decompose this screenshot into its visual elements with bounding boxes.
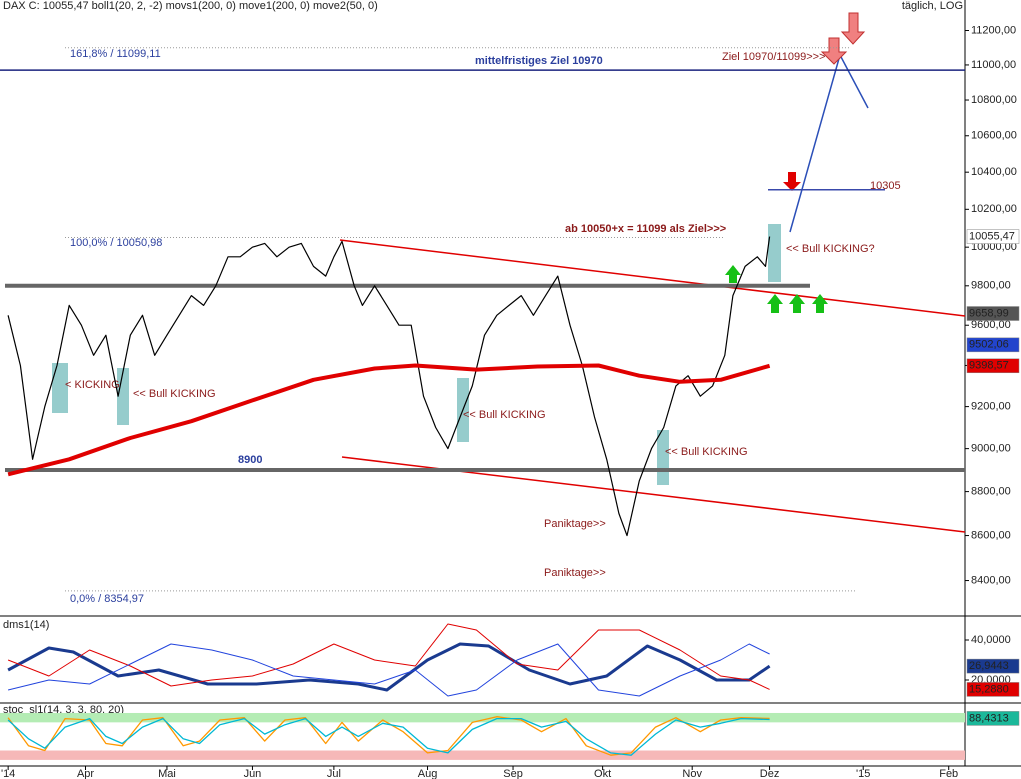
value-tag <box>966 229 1020 244</box>
y-tick-label: 8600,00 <box>971 529 1011 541</box>
zone <box>0 712 965 723</box>
annotation: 8900 <box>238 454 262 466</box>
x-tick-label: Apr <box>77 768 94 779</box>
chart-title: DAX C: 10055,47 boll1(20, 2, -2) movs1(2… <box>3 0 378 12</box>
value-tag-label: 9502,06 <box>969 339 1009 351</box>
annotation: 100,0% / 10050,98 <box>70 237 162 249</box>
annotation: 0,0% / 8354,97 <box>70 593 144 605</box>
down-arrow <box>840 12 866 45</box>
annotation: 161,8% / 11099,11 <box>70 48 161 60</box>
y-tick-label: 9600,00 <box>971 319 1011 331</box>
panel-title: dms1(14) <box>3 619 49 631</box>
value-tag-label: 9658,99 <box>969 307 1009 319</box>
value-tag-label: 88,4313 <box>969 712 1009 724</box>
x-tick-label: Nov <box>682 768 702 779</box>
x-tick-label: Okt <box>594 768 611 779</box>
y-tick-label: 8800,00 <box>971 486 1011 498</box>
y-tick-label: 9000,00 <box>971 443 1011 455</box>
up-arrow <box>767 294 783 313</box>
down-arrow <box>820 37 848 65</box>
x-tick-label: '15 <box>856 768 870 779</box>
x-tick-label: Jun <box>244 768 262 779</box>
annotation: << Bull KICKING <box>463 409 546 421</box>
y-tick-label: 10400,00 <box>971 166 1017 178</box>
series-line <box>7 716 770 756</box>
zone <box>0 750 965 760</box>
y-tick-label: 8400,00 <box>971 574 1011 586</box>
annotation: 10305 <box>870 180 901 192</box>
kicking-box <box>117 368 129 425</box>
kicking-box <box>52 363 68 413</box>
x-tick-label: Jul <box>327 768 341 779</box>
x-tick-label: Dez <box>760 768 780 779</box>
value-tag-label: 26,9443 <box>969 660 1009 672</box>
up-arrow <box>812 294 828 313</box>
series-line <box>7 642 771 692</box>
series-line <box>7 643 770 697</box>
x-tick-label: Feb <box>939 768 958 779</box>
y-tick-label: 11000,00 <box>971 59 1016 71</box>
value-tag <box>966 306 1020 321</box>
value-tag <box>966 358 1020 374</box>
annotation: << Bull KICKING <box>133 388 216 400</box>
trend-line <box>339 239 966 317</box>
down-arrow <box>783 172 801 191</box>
annotation: mittelfristiges Ziel 10970 <box>475 55 603 67</box>
annotation: << Bull KICKING? <box>786 243 875 255</box>
series-line <box>7 363 771 477</box>
value-tag <box>966 682 1020 697</box>
x-tick-label: Mai <box>158 768 176 779</box>
y-tick-label: 10200,00 <box>971 203 1017 215</box>
annotation: < KICKING <box>65 379 120 391</box>
annotation: Ziel 10970/11099>>> <box>722 51 825 63</box>
y-tick-label: 9800,00 <box>971 280 1011 292</box>
y-tick-label: 10000,00 <box>971 241 1017 253</box>
value-tag-label: 15,2880 <box>969 683 1009 695</box>
panel-title: stoc_sl1(14, 3, 3, 80, 20) <box>3 704 124 716</box>
value-tag <box>966 711 1020 726</box>
y-tick-label: 10800,00 <box>971 94 1017 106</box>
series-line <box>7 236 771 537</box>
value-tag <box>966 658 1020 674</box>
value-tag-label: 9398,57 <box>969 360 1009 372</box>
up-arrow <box>725 265 741 283</box>
x-tick-label: Sep <box>503 768 523 779</box>
annotation: Paniktage>> <box>544 567 606 579</box>
x-tick-label: Aug <box>418 768 438 779</box>
y-tick-label: 40,0000 <box>971 634 1011 646</box>
y-tick-label: 9200,00 <box>971 401 1011 413</box>
kicking-box <box>768 224 781 282</box>
y-tick-label: 10600,00 <box>971 130 1017 142</box>
up-arrow <box>789 294 805 313</box>
up-arrows <box>725 265 828 313</box>
annotation: ab 10050+x = 11099 als Ziel>>> <box>565 223 726 235</box>
annotation: Paniktage>> <box>544 518 606 530</box>
series-line <box>7 717 770 756</box>
annotation: << Bull KICKING <box>665 446 748 458</box>
series-line <box>7 623 770 690</box>
chart-subtitle: täglich, LOG <box>902 0 963 12</box>
value-tag <box>966 337 1020 353</box>
x-tick-label: '14 <box>1 768 15 779</box>
y-tick-label: 11200,00 <box>971 24 1016 36</box>
value-tag-label: 10055,47 <box>969 231 1015 243</box>
